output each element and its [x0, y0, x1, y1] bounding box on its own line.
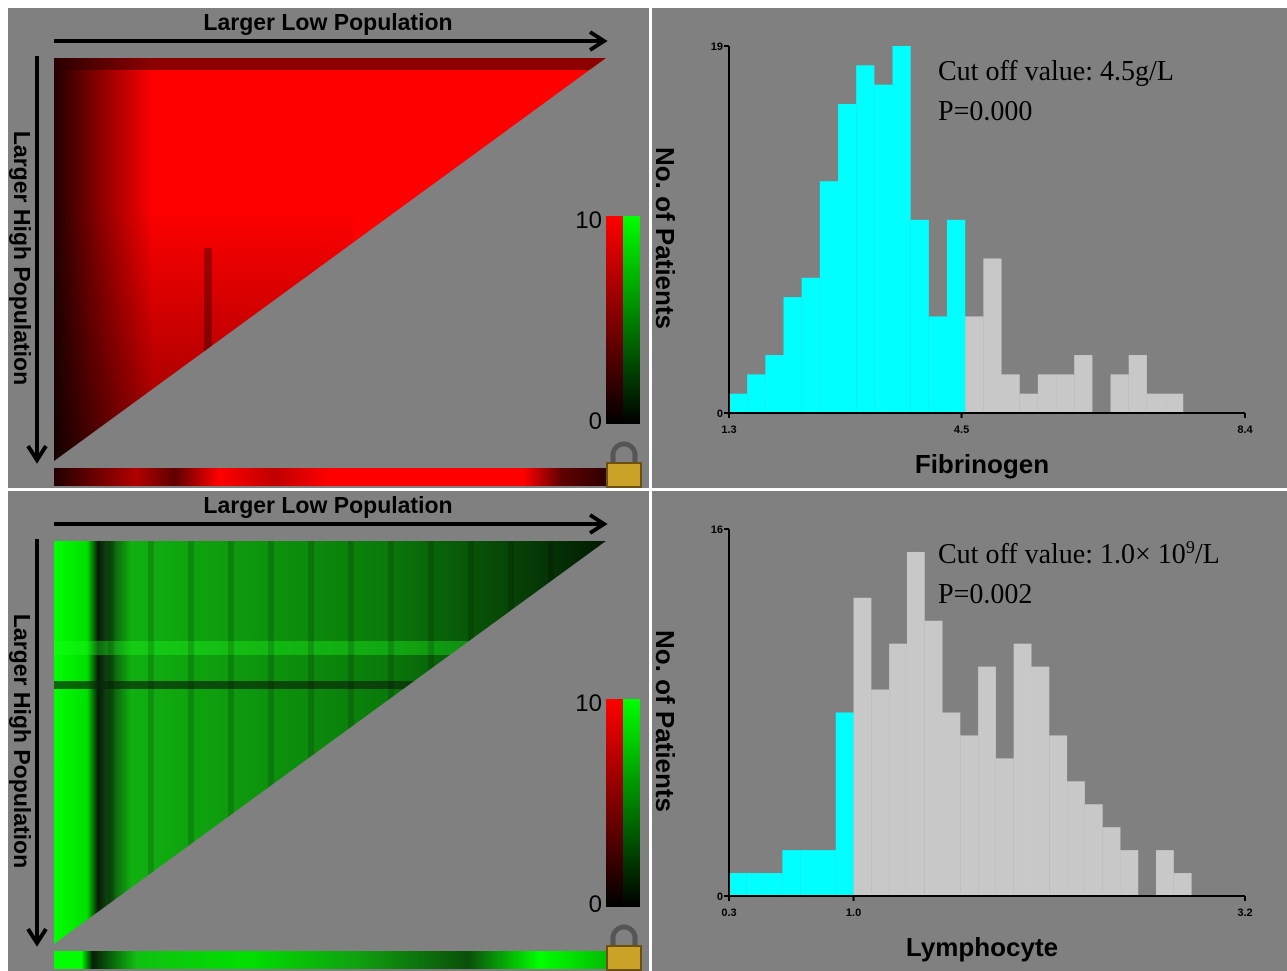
x-tick-label: 1.0: [846, 907, 861, 919]
heatmap-panel-bottom: Larger Low Population Larger High Populat…: [8, 491, 649, 971]
histogram-bar: [874, 84, 893, 413]
x-tick-label: 4.5: [954, 424, 969, 436]
color-scale-green: [623, 699, 640, 907]
histogram-bar: [765, 355, 784, 413]
histogram-bar: [1165, 393, 1184, 413]
x-axis-label: Fibrinogen: [915, 449, 1049, 479]
histogram-bar: [965, 316, 984, 413]
color-scale-max: 10: [575, 207, 602, 234]
heatmap-bottom-strip: [54, 951, 606, 969]
histogram-bar: [1146, 393, 1166, 413]
histogram-bar: [947, 219, 966, 413]
top-axis-arrow-head: [588, 513, 608, 535]
histogram-bar: [1031, 666, 1050, 896]
histogram-bar: [928, 316, 948, 413]
color-scale-red: [606, 216, 623, 424]
histogram-bar: [910, 219, 929, 413]
histogram-bar: [978, 666, 996, 896]
histogram-bar: [1074, 355, 1093, 413]
histogram-bar: [783, 297, 802, 413]
color-scale-red: [606, 699, 623, 907]
lock-icon[interactable]: [606, 924, 642, 971]
heatmap-top-label: Larger Low Population: [203, 9, 452, 35]
histogram-bar: [764, 873, 783, 896]
histogram-bar: [1037, 374, 1057, 413]
histogram-bar: [835, 712, 854, 896]
p-value-annotation: P=0.000: [938, 96, 1032, 127]
histogram-bar: [906, 551, 925, 896]
heatmap-side-label: Larger High Population: [9, 614, 35, 868]
histogram-bar: [1084, 804, 1103, 896]
x-tick-label: 8.4: [1237, 424, 1253, 436]
y-axis-label: No. of Patients: [652, 147, 680, 329]
histogram-bar: [1001, 374, 1020, 413]
histogram-bar: [856, 65, 875, 413]
histogram-bar: [1156, 850, 1174, 896]
histogram-bar: [924, 620, 943, 896]
histogram-bar: [819, 181, 839, 413]
x-axis-label: Lymphocyte: [906, 932, 1058, 962]
histogram-fibrinogen: 0 19 1.3 4.5 8.4 Fibrinogen No. of Patients Cut…: [652, 41, 1254, 479]
lock-icon[interactable]: [606, 441, 642, 488]
histogram-bar: [1120, 850, 1139, 896]
x-tick-label: 0.3: [721, 907, 736, 919]
heatmap-top-label: Larger Low Population: [203, 492, 452, 518]
histogram-bar: [729, 873, 747, 896]
heatmap-triangle: [54, 541, 606, 944]
y-axis-label: No. of Patients: [652, 630, 680, 812]
color-scale-min: 0: [589, 891, 602, 918]
x-tick-label: 1.3: [721, 424, 736, 436]
histogram-bar: [942, 712, 961, 896]
heatmap-panel-top: Larger Low Population Larger High Populat…: [8, 8, 649, 488]
histogram-bar: [960, 735, 979, 896]
histogram-panel-fibrinogen: 0 19 1.3 4.5 8.4 Fibrinogen No. of Patients Cut…: [652, 8, 1287, 488]
side-axis-arrow-head: [26, 444, 48, 464]
heatmap-side-label: Larger High Population: [9, 131, 35, 385]
histogram-bar: [892, 46, 911, 413]
heatmap-bottom-strip: [54, 468, 606, 486]
histogram-bar: [1067, 781, 1085, 896]
y-tick-label: 0: [717, 891, 723, 903]
histogram-bar: [1128, 355, 1147, 413]
y-tick-label: 16: [711, 524, 723, 536]
histogram-bar: [746, 873, 765, 896]
x-tick-label: 3.2: [1237, 907, 1252, 919]
cutoff-annotation: Cut off value: 1.0× 109/L: [938, 537, 1220, 570]
side-axis-arrow-head: [26, 927, 48, 947]
histogram-lymphocyte: 0 16 0.3 1.0 3.2 Lymphocyte No. of Patients Cut…: [652, 524, 1253, 962]
color-scale-max: 10: [575, 690, 602, 717]
histogram-bar: [1013, 643, 1032, 896]
top-axis-arrow-head: [588, 30, 608, 52]
color-scale-min: 0: [589, 408, 602, 435]
histogram-bar: [871, 689, 890, 896]
histogram-bar: [1173, 873, 1192, 896]
histogram-bar: [800, 850, 818, 896]
histogram-bar: [1049, 735, 1068, 896]
histogram-bar: [838, 103, 857, 414]
histogram-bar: [747, 374, 766, 413]
histogram-bar: [983, 258, 1002, 413]
histogram-bar: [853, 597, 872, 896]
histogram-bar: [729, 393, 748, 413]
p-value-annotation: P=0.002: [938, 579, 1032, 610]
heatmap-top: Larger Low Population Larger High Populat…: [9, 9, 642, 488]
histogram-bar: [801, 277, 820, 413]
y-tick-label: 19: [711, 41, 723, 53]
histogram-panel-lymphocyte: 0 16 0.3 1.0 3.2 Lymphocyte No. of Patients Cut…: [652, 491, 1287, 971]
histogram-bar: [782, 850, 801, 896]
histogram-bar: [889, 643, 907, 896]
cutoff-annotation: Cut off value: 4.5g/L: [938, 56, 1174, 87]
histogram-bar: [1019, 393, 1038, 413]
color-scale-green: [623, 216, 640, 424]
y-tick-label: 0: [717, 408, 723, 420]
histogram-bar: [995, 758, 1014, 896]
histogram-bar: [1110, 374, 1129, 413]
histogram-bar: [817, 850, 836, 896]
heatmap-bottom: Larger Low Population Larger High Populat…: [9, 492, 642, 971]
histogram-bar: [1102, 827, 1121, 896]
histogram-bar: [1056, 374, 1075, 413]
